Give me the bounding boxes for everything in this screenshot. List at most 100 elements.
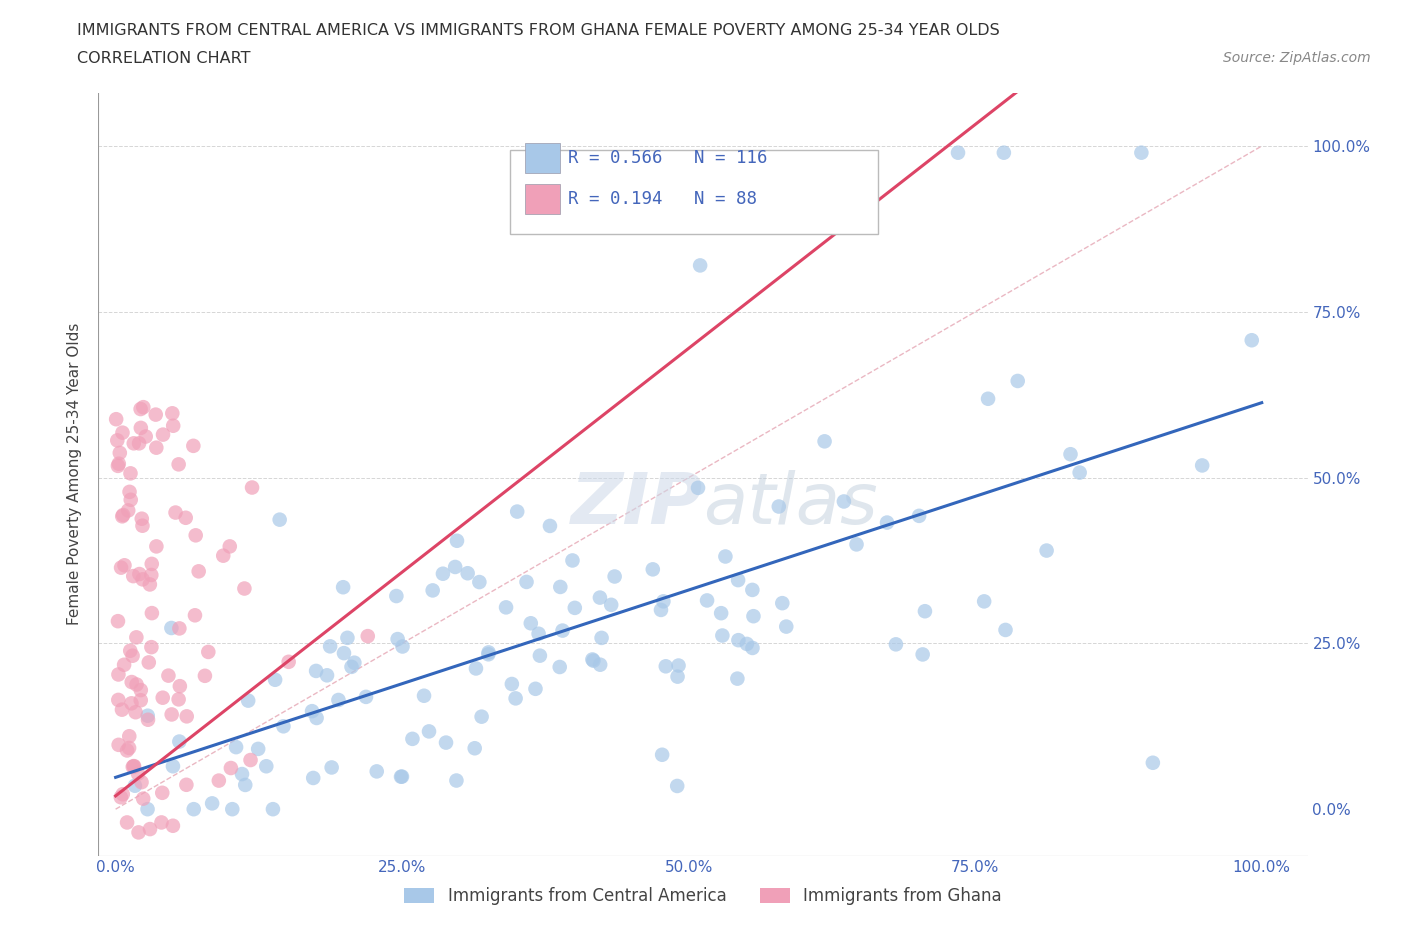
Point — [581, 652, 603, 667]
Point — [1035, 543, 1057, 558]
Point — [603, 569, 626, 584]
Point — [696, 593, 718, 608]
Point — [111, 702, 134, 717]
Point — [444, 560, 467, 575]
Point — [277, 655, 299, 670]
Text: Source: ZipAtlas.com: Source: ZipAtlas.com — [1223, 51, 1371, 65]
Text: R = 0.194   N = 88: R = 0.194 N = 88 — [568, 190, 756, 208]
Point — [162, 405, 184, 420]
Point — [239, 752, 262, 767]
Point — [121, 674, 143, 689]
Point — [735, 636, 758, 651]
Point — [775, 619, 797, 634]
Point — [152, 690, 174, 705]
Legend: Immigrants from Central America, Immigrants from Ghana: Immigrants from Central America, Immigra… — [398, 881, 1008, 912]
Point — [233, 581, 256, 596]
Point — [742, 609, 765, 624]
Point — [884, 637, 907, 652]
Point — [150, 815, 173, 830]
Point — [366, 764, 388, 778]
Point — [302, 771, 325, 786]
Point — [118, 740, 141, 755]
Point — [686, 481, 709, 496]
Point — [233, 777, 256, 792]
Point — [506, 504, 529, 519]
Point — [132, 400, 155, 415]
Point — [589, 658, 612, 672]
Point — [561, 553, 583, 568]
Point — [321, 760, 343, 775]
Point — [908, 509, 931, 524]
Point — [336, 631, 359, 645]
Point — [666, 670, 689, 684]
Point — [187, 564, 209, 578]
Point — [107, 693, 129, 708]
Point — [128, 566, 150, 581]
Text: R = 0.566   N = 116: R = 0.566 N = 116 — [568, 149, 768, 166]
Point — [138, 655, 160, 670]
Point — [169, 679, 191, 694]
Point — [110, 560, 132, 575]
FancyBboxPatch shape — [526, 142, 561, 173]
Point — [127, 766, 149, 781]
Point — [184, 528, 207, 543]
Point — [238, 693, 260, 708]
Point — [591, 631, 613, 645]
Point — [655, 658, 678, 673]
Point — [832, 494, 855, 509]
Point — [264, 672, 287, 687]
Point — [139, 577, 162, 591]
Point — [120, 644, 142, 658]
Point — [725, 671, 748, 686]
Point — [401, 731, 423, 746]
Point — [641, 562, 664, 577]
Point — [914, 604, 936, 618]
Text: ZIP: ZIP — [571, 471, 703, 539]
Point — [169, 621, 191, 636]
Point — [105, 412, 128, 427]
Point — [129, 402, 152, 417]
Point — [135, 429, 157, 444]
Point — [446, 533, 468, 548]
Point — [120, 466, 142, 481]
Point — [418, 724, 440, 738]
Point — [111, 787, 134, 802]
Point — [132, 791, 155, 806]
Point — [551, 623, 574, 638]
Point — [118, 485, 141, 499]
Point — [446, 773, 468, 788]
Point — [262, 802, 284, 817]
Point — [174, 511, 197, 525]
Point — [240, 480, 263, 495]
Point — [529, 648, 551, 663]
Point — [115, 743, 138, 758]
Point — [247, 741, 270, 756]
Point — [1069, 465, 1091, 480]
Point — [977, 392, 1000, 406]
Point — [145, 440, 167, 455]
Point — [107, 614, 129, 629]
Text: IMMIGRANTS FROM CENTRAL AMERICA VS IMMIGRANTS FROM GHANA FEMALE POVERTY AMONG 25: IMMIGRANTS FROM CENTRAL AMERICA VS IMMIG… — [77, 23, 1000, 38]
Point — [391, 639, 413, 654]
Point — [357, 629, 380, 644]
Point — [169, 734, 191, 749]
Point — [128, 825, 150, 840]
Point — [600, 597, 623, 612]
Point — [813, 434, 835, 449]
Point — [111, 509, 134, 524]
Point — [131, 572, 153, 587]
Point — [1142, 755, 1164, 770]
Point — [208, 773, 231, 788]
Point — [136, 802, 159, 817]
Point — [727, 573, 749, 588]
Point — [114, 558, 136, 573]
Point — [184, 608, 207, 623]
Point — [221, 802, 243, 817]
Point — [107, 457, 129, 472]
Point — [108, 445, 131, 460]
Point — [117, 503, 139, 518]
Point — [668, 658, 690, 673]
Point — [162, 818, 184, 833]
Point — [689, 258, 711, 272]
Point — [305, 663, 328, 678]
